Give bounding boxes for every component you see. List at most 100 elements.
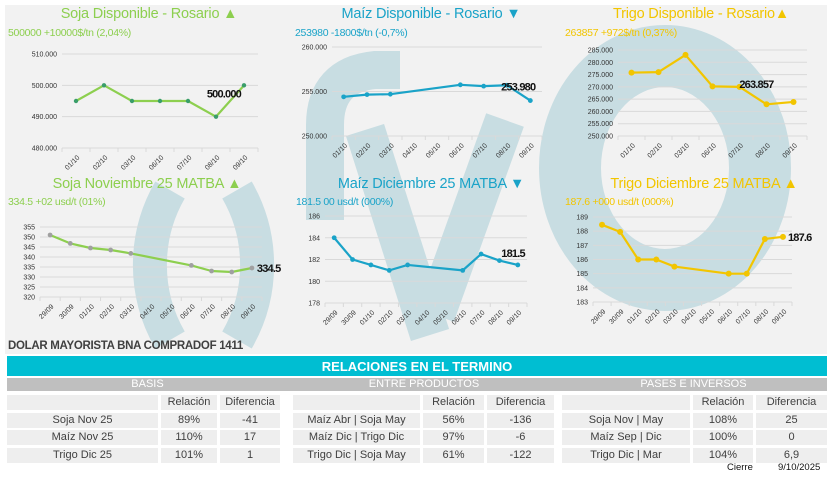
y-tick-label: 335 xyxy=(23,265,35,272)
y-tick-label: 178 xyxy=(308,301,320,308)
table-header-cell: Diferencia xyxy=(487,395,554,410)
x-tick-label: 09/10 xyxy=(240,303,257,320)
last-value-label: 187.6 xyxy=(788,232,812,244)
data-point xyxy=(129,98,135,104)
x-tick-label: 09/10 xyxy=(518,142,535,159)
data-point xyxy=(653,256,660,263)
chart-plot: 480.000 490.000 500.000 510.000 01/10 02/10 03… xyxy=(32,52,259,172)
data-point xyxy=(364,92,370,98)
y-tick-label: 330 xyxy=(23,275,35,282)
x-tick-label: 03/10 xyxy=(674,142,691,159)
table-header-cell: Relación xyxy=(161,395,217,410)
data-point xyxy=(341,94,347,100)
data-point xyxy=(460,267,466,273)
y-tick-label: 325 xyxy=(23,285,35,292)
x-tick-label: 08/10 xyxy=(753,308,770,325)
row-label: Soja Nov | May xyxy=(562,412,690,428)
x-tick-label: 07/10 xyxy=(469,309,486,326)
data-point xyxy=(386,267,392,273)
section-header-entre-productos: ENTRE PRODUCTOS xyxy=(288,378,560,391)
table-header-cell: Relación xyxy=(693,395,753,410)
data-point xyxy=(779,233,786,240)
diferencia-cell: 6,9 xyxy=(756,447,827,463)
y-tick-label: 255.000 xyxy=(588,121,613,128)
row-label: Trigo Dic 25 xyxy=(7,447,158,463)
chart-maiz-disponible: Maíz Disponible - Rosario ▼ 253980 -1800… xyxy=(280,0,560,172)
cierre-label: Cierre xyxy=(727,462,753,473)
y-tick-label: 182 xyxy=(308,257,320,264)
y-tick-label: 275.000 xyxy=(588,72,613,79)
y-tick-label: 350 xyxy=(23,235,35,242)
x-tick-label: 08/10 xyxy=(755,142,772,159)
y-tick-label: 260.000 xyxy=(588,109,613,116)
relacion-cell: 104% xyxy=(693,447,753,463)
x-tick-label: 08/10 xyxy=(204,154,221,171)
x-tick-label: 06/10 xyxy=(701,142,718,159)
last-value-label: 253.980 xyxy=(501,82,536,94)
relaciones-banner: RELACIONES EN EL TERMINO xyxy=(7,356,827,376)
chart-maiz-matba: Maíz Diciembre 25 MATBA ▼ 181.5 00 usd/t… xyxy=(280,172,560,337)
diferencia-cell: 1 xyxy=(220,447,280,463)
x-tick-label: 06/10 xyxy=(148,154,165,171)
chart-plot: 183 184 185 186 187 188 189 29/09 30/09 01/10 02/1… xyxy=(576,215,813,326)
x-tick-label: 01/10 xyxy=(620,142,637,159)
data-point xyxy=(527,98,533,103)
chart-plot: 250.000 255.000 260.000 265.000 270.000 275.0… xyxy=(588,48,808,160)
chart-subtitle: 500000 +10000$/tn (2,04%) xyxy=(8,27,131,39)
data-point xyxy=(497,258,502,263)
data-point xyxy=(790,98,797,105)
x-tick-label: 09/10 xyxy=(771,308,788,325)
row-label: Maíz Sep | Dic xyxy=(562,430,690,445)
y-tick-label: 355 xyxy=(23,225,35,232)
relacion-cell: 110% xyxy=(161,430,217,445)
x-tick-label: 03/10 xyxy=(378,142,395,159)
diferencia-cell: 25 xyxy=(756,412,827,428)
x-tick-label: 03/10 xyxy=(662,308,679,325)
chart-subtitle: 181.5 00 usd/t (000%) xyxy=(296,196,394,208)
chart-plot: 250.000 255.000 260.000 01/10 02/10 03/10 04/1… xyxy=(302,45,543,160)
data-point xyxy=(457,82,463,88)
x-tick-label: 01/10 xyxy=(64,154,81,171)
x-tick-label: 30/09 xyxy=(341,309,358,326)
x-tick-label: 02/10 xyxy=(99,303,116,320)
x-tick-label: 08/10 xyxy=(488,309,505,326)
data-point xyxy=(515,262,521,268)
section-header-pases-inversos: PASES E INVERSOS xyxy=(560,378,827,391)
y-tick-label: 250.000 xyxy=(302,134,327,141)
relacion-cell: 108% xyxy=(693,412,753,428)
x-tick-label: 02/10 xyxy=(647,142,664,159)
x-tick-label: 06/10 xyxy=(179,303,196,320)
data-point xyxy=(504,82,510,88)
table-header-cell: Relación xyxy=(423,395,484,410)
y-tick-label: 189 xyxy=(576,215,588,222)
diferencia-cell: -41 xyxy=(220,412,280,428)
y-tick-label: 184 xyxy=(576,285,588,292)
chart-trigo-disponible: Trigo Disponible - Rosario▲ 263857 +972$… xyxy=(555,0,833,172)
section-header-basis: BASIS xyxy=(7,378,288,391)
data-point xyxy=(157,98,163,104)
y-tick-label: 280.000 xyxy=(588,60,613,67)
last-value-label: 263.857 xyxy=(739,79,774,91)
row-label: Soja Nov 25 xyxy=(7,412,158,428)
x-tick-label: 29/09 xyxy=(590,308,607,325)
data-point xyxy=(101,83,107,88)
y-tick-label: 510.000 xyxy=(32,52,57,59)
chart-title: Maíz Diciembre 25 MATBA ▼ xyxy=(337,176,525,192)
relacion-cell: 89% xyxy=(161,412,217,428)
x-tick-label: 03/10 xyxy=(396,309,413,326)
x-tick-label: 03/10 xyxy=(120,154,137,171)
cierre-date: 9/10/2025 xyxy=(778,462,821,473)
x-tick-label: 08/10 xyxy=(220,303,237,320)
x-tick-label: 05/10 xyxy=(425,142,442,159)
x-tick-label: 02/10 xyxy=(355,142,372,159)
data-point xyxy=(47,232,53,238)
dolar-mayorista-label: DOLAR MAYORISTA BNA COMPRADOF 1411 xyxy=(8,340,243,352)
x-tick-label: 05/10 xyxy=(432,309,449,326)
row-label: Maíz Nov 25 xyxy=(7,430,158,445)
y-tick-label: 490.000 xyxy=(32,114,57,121)
y-tick-label: 186 xyxy=(308,214,320,221)
x-tick-label: 06/10 xyxy=(717,308,734,325)
data-point xyxy=(743,270,750,277)
last-value-label: 334.5 xyxy=(257,263,281,275)
